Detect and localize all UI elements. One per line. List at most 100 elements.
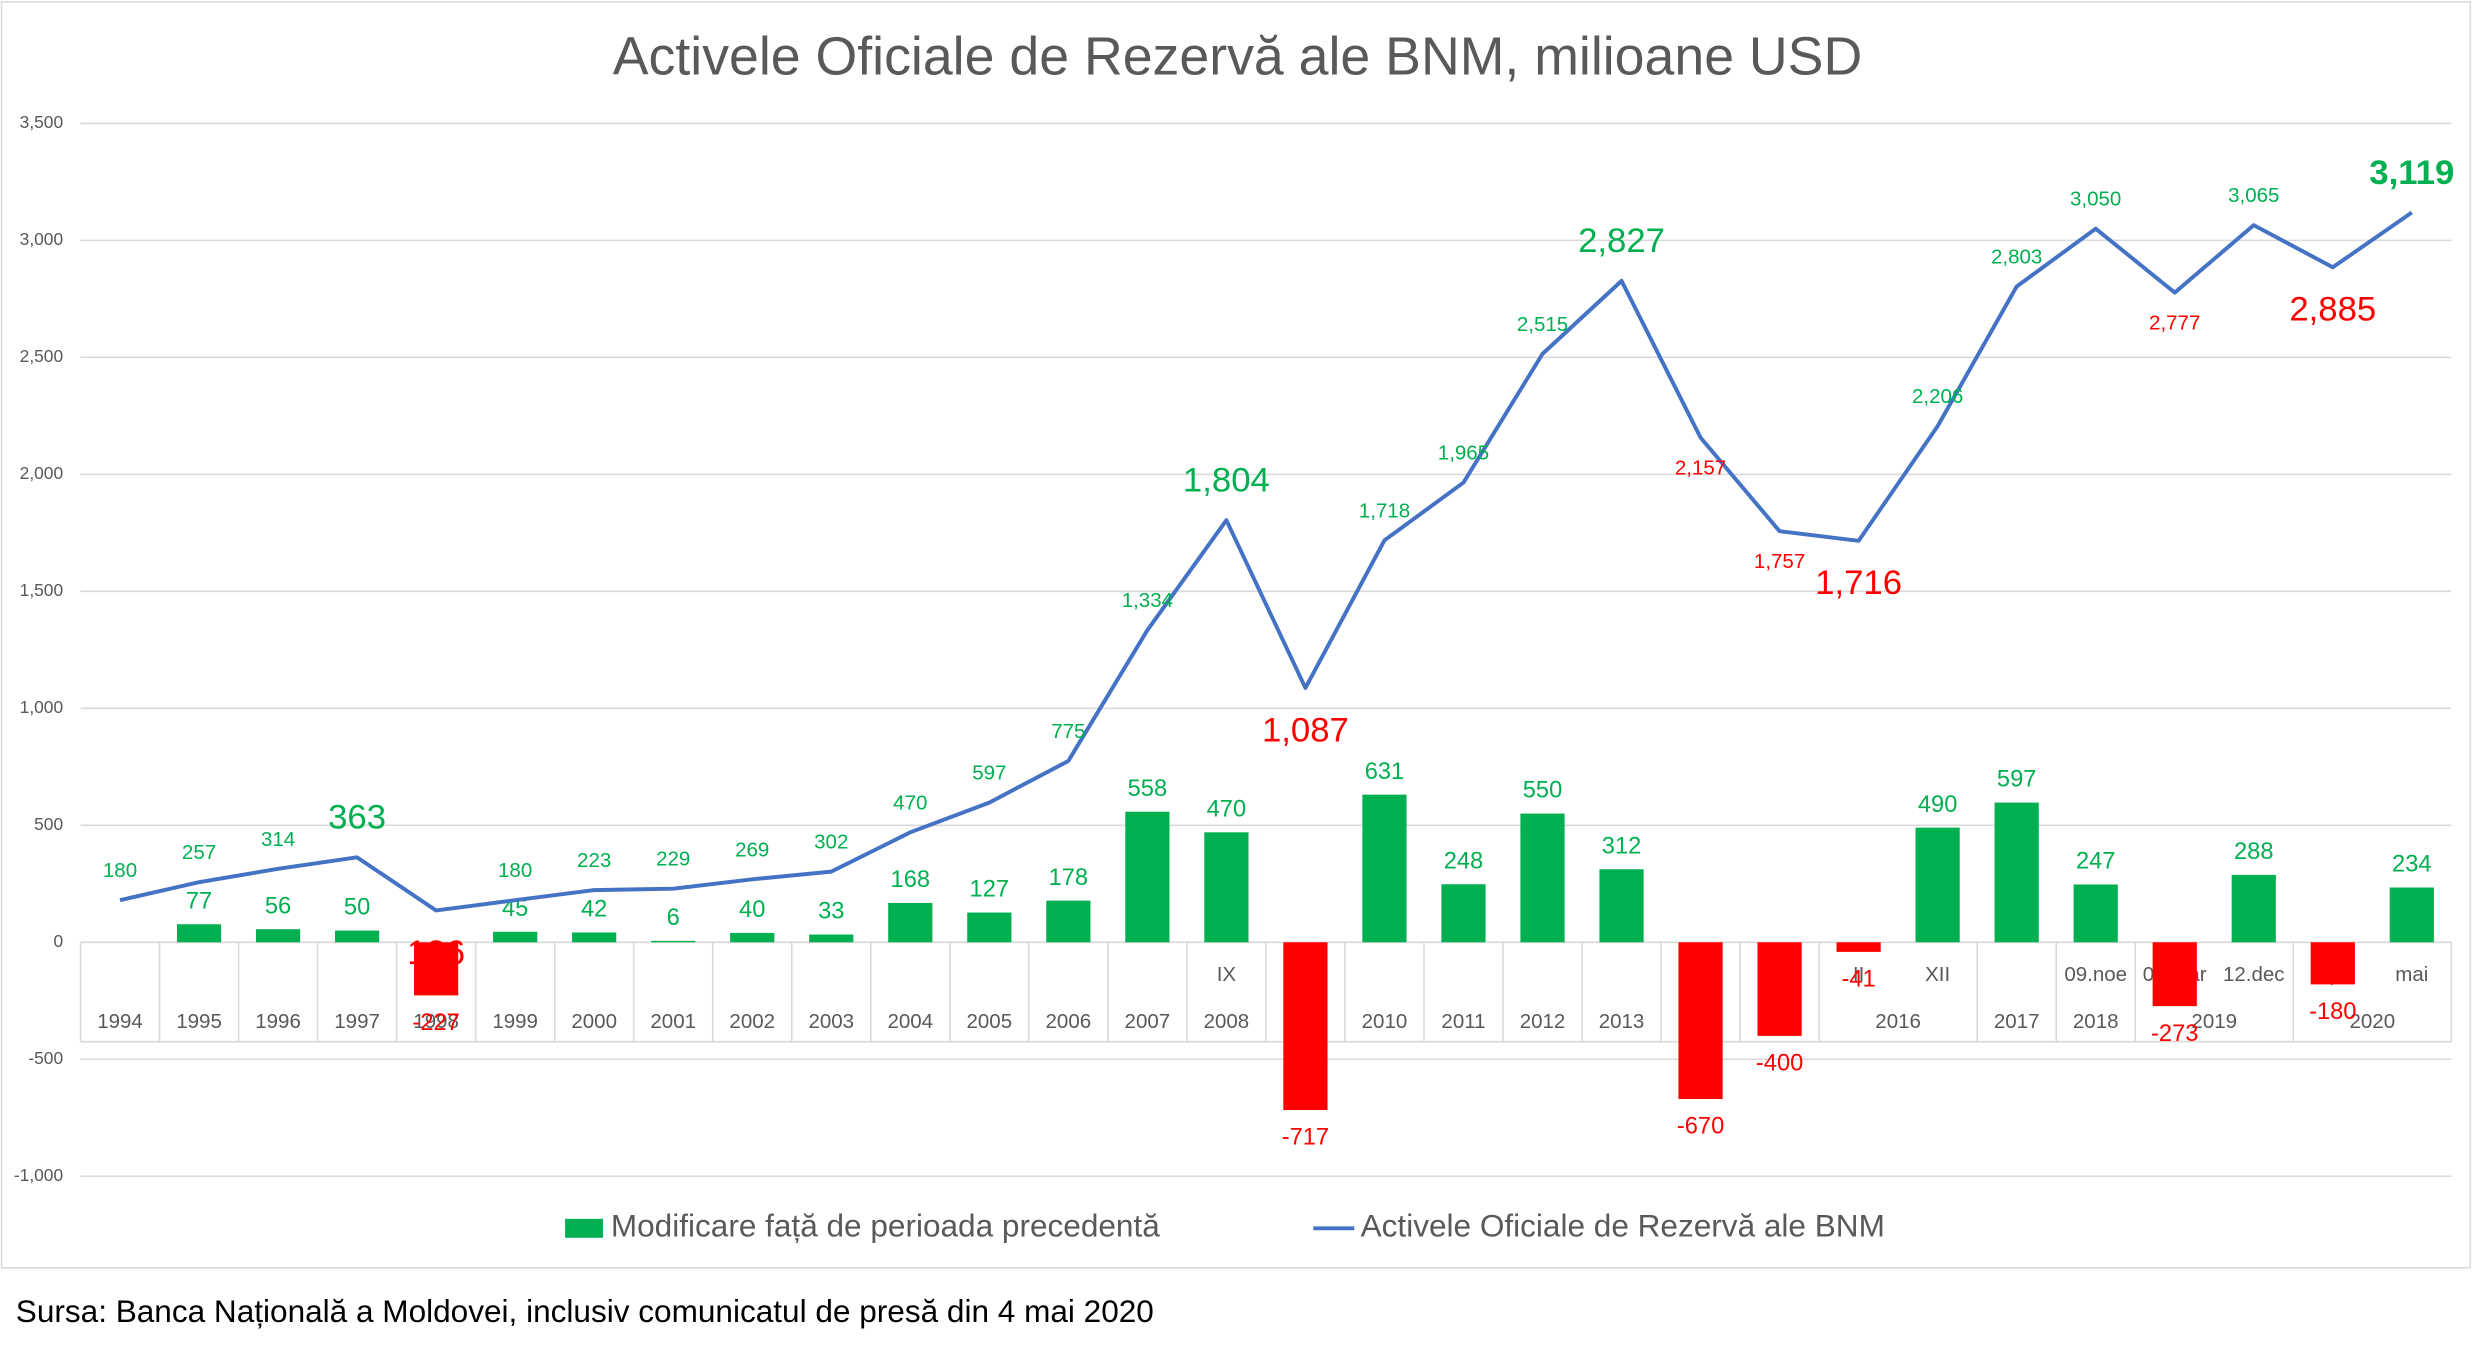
- x-group-label: 1997: [334, 1010, 380, 1033]
- y-tick-label: -1,000: [14, 1165, 63, 1185]
- line-value-label: 269: [735, 838, 769, 861]
- source: Sursa: Banca Națională a Moldovei, inclu…: [16, 1293, 1154, 1329]
- line-value-label: 2,777: [2149, 312, 2200, 335]
- bar-value-label: -273: [2151, 1021, 2198, 1047]
- bar-value-label: 288: [2234, 839, 2273, 865]
- line-value-label: 257: [182, 841, 216, 864]
- bar: [888, 902, 933, 943]
- bar: [1836, 942, 1881, 952]
- bar: [2231, 874, 2276, 943]
- bar: [493, 931, 538, 943]
- bar-value-label: 168: [891, 867, 930, 893]
- x-group-label: 2017: [1994, 1010, 2040, 1033]
- bar-value-label: 558: [1128, 776, 1167, 802]
- x-tick-label: 09.noe: [2064, 963, 2127, 986]
- y-tick-label: 2,500: [20, 346, 63, 366]
- line-value-label: 1,334: [1122, 589, 1173, 612]
- bar-value-label: -717: [1282, 1125, 1329, 1151]
- x-group-label: 2019: [2191, 1010, 2237, 1033]
- x-tick-label: mai: [2395, 963, 2428, 986]
- bar: [334, 930, 380, 943]
- line-value-label: 314: [261, 828, 295, 851]
- bar: [255, 929, 301, 943]
- x-group-label: 2007: [1125, 1010, 1171, 1033]
- bar-value-label: 597: [1997, 767, 2036, 793]
- bar-value-label: 40: [739, 897, 765, 923]
- bar: [2310, 942, 2355, 985]
- bar-value-label: 6: [667, 905, 680, 931]
- line-value-label: 229: [656, 848, 690, 871]
- bar: [651, 940, 696, 943]
- bar: [1915, 827, 1960, 943]
- y-tick-label: 3,500: [20, 112, 63, 132]
- bar-value-label: 234: [2392, 852, 2431, 878]
- legend-swatch: [565, 1218, 603, 1238]
- bar: [1283, 942, 1328, 1111]
- bar: [1204, 832, 1249, 943]
- bar-value-label: 50: [344, 895, 370, 921]
- bar-value-label: -400: [1756, 1051, 1803, 1077]
- y-tick-label: 0: [53, 931, 63, 951]
- chart-border: [0, 1, 2472, 1269]
- bar-value-label: 77: [186, 888, 212, 914]
- x-tick-label: 12.dec: [2223, 963, 2285, 986]
- bar: [1441, 884, 1486, 943]
- x-group-label: 1994: [97, 1010, 143, 1033]
- bar: [1125, 811, 1170, 943]
- x-group-label: 2013: [1599, 1010, 1645, 1033]
- bar: [1678, 942, 1723, 1100]
- y-tick-label: 1,000: [20, 697, 63, 717]
- x-group-label: 1995: [176, 1010, 222, 1033]
- line-value-label: 302: [814, 831, 848, 854]
- bar-value-label: -41: [1842, 967, 1876, 993]
- y-tick-label: 2,000: [20, 463, 63, 483]
- bar-value-label: 470: [1207, 796, 1246, 822]
- x-group-label: 2006: [1046, 1010, 1092, 1033]
- bar-value-label: 127: [970, 877, 1009, 903]
- x-tick-label: IX: [1217, 963, 1237, 986]
- bar: [2152, 942, 2197, 1007]
- line-value-label: 2,803: [1991, 245, 2042, 268]
- line-value-label: 1,804: [1183, 461, 1270, 499]
- bar: [2073, 884, 2118, 943]
- line-value-label: 1,718: [1359, 499, 1410, 522]
- bar: [1994, 802, 2039, 943]
- legend-label: Modificare față de perioada precedentă: [611, 1208, 1160, 1244]
- line-value-label: 180: [103, 859, 137, 882]
- line-value-label: 470: [893, 791, 927, 814]
- line: [119, 210, 2413, 913]
- line-value-label: 1,965: [1438, 442, 1489, 465]
- bar: [1599, 869, 1644, 943]
- line-value-label: 3,119: [2369, 154, 2454, 192]
- bar: [414, 942, 459, 996]
- x-group-label: 2016: [1875, 1010, 1921, 1033]
- bar: [730, 932, 775, 943]
- line-value-label: 3,065: [2228, 184, 2279, 207]
- chart-title: Activele Oficiale de Rezervă ale BNM, mi…: [613, 26, 1862, 86]
- x-group-label: 2004: [887, 1010, 933, 1033]
- bar: [176, 924, 222, 943]
- line-value-label: 223: [577, 849, 611, 872]
- x-group-label: 1999: [492, 1010, 538, 1033]
- x-tick-label: II: [1853, 963, 1864, 986]
- x-group-label: 2012: [1520, 1010, 1566, 1033]
- line-value-label: 180: [498, 859, 532, 882]
- line-value-label: 775: [1051, 720, 1085, 743]
- x-group-label: 1996: [255, 1010, 301, 1033]
- line-value-label: 1,757: [1754, 550, 1805, 573]
- x-group-label: 2020: [2349, 1010, 2395, 1033]
- line-value-label: 2,515: [1517, 313, 1568, 336]
- line-value-label: 2,157: [1675, 457, 1726, 480]
- bar-value-label: 490: [1918, 792, 1957, 818]
- x-tick-label: XII: [1925, 963, 1950, 986]
- bar: [967, 912, 1012, 943]
- x-group-label: 2002: [729, 1010, 775, 1033]
- x-group-label: 2000: [571, 1010, 617, 1033]
- bar-value-label: 312: [1602, 833, 1641, 859]
- x-group-label: 2005: [967, 1010, 1013, 1033]
- bar: [1757, 942, 1802, 1036]
- bar-value-label: 56: [265, 893, 291, 919]
- line-value-label: 2,206: [1912, 385, 1963, 408]
